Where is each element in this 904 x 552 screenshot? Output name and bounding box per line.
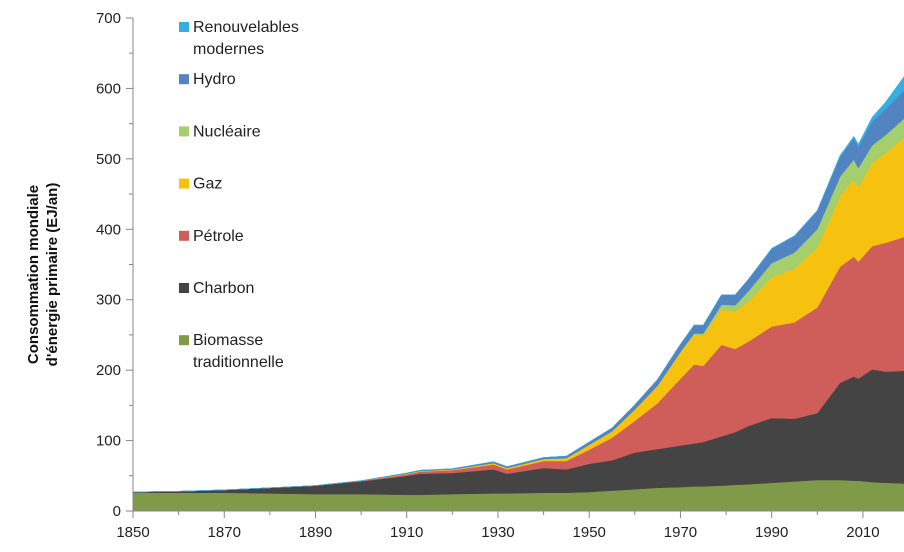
y-tick-label: 200 bbox=[96, 362, 121, 379]
x-tick-label: 1930 bbox=[481, 524, 514, 541]
y-tick-label: 0 bbox=[113, 503, 121, 520]
legend-swatch bbox=[179, 126, 189, 137]
y-axis-label: Consommation mondiale d'énergie primaire … bbox=[25, 183, 61, 367]
legend-label: Gaz bbox=[193, 176, 222, 193]
x-tick-label: 2010 bbox=[846, 524, 879, 541]
legend-label: Biomasse bbox=[193, 332, 263, 349]
legend-label: Hydro bbox=[193, 71, 236, 88]
legend-swatch bbox=[179, 230, 189, 241]
x-tick-label: 1910 bbox=[390, 524, 423, 541]
legend-swatch bbox=[179, 335, 189, 346]
legend-swatch bbox=[179, 178, 189, 189]
legend-swatch bbox=[179, 283, 189, 293]
legend-label: Nucléaire bbox=[193, 123, 261, 140]
legend-label: Pétrole bbox=[193, 228, 244, 245]
legend-label: Renouvelables bbox=[193, 19, 299, 36]
x-tick-label: 1890 bbox=[299, 524, 332, 541]
legend-label: Charbon bbox=[193, 280, 254, 297]
x-tick-label: 1870 bbox=[208, 524, 241, 541]
legend-label: traditionnelle bbox=[193, 354, 284, 371]
y-tick-label: 100 bbox=[96, 433, 121, 450]
y-axis: 0 100 200 300 400 500 600 700 bbox=[96, 10, 134, 520]
stacked-areas bbox=[132, 76, 904, 512]
x-tick-label: 1990 bbox=[755, 524, 788, 541]
x-tick-label: 1850 bbox=[116, 524, 149, 541]
x-tick-label: 1970 bbox=[664, 524, 697, 541]
x-axis: 1850 1870 1890 1910 1930 1950 1970 1990 2010 bbox=[116, 510, 904, 541]
x-tick-label: 1950 bbox=[573, 524, 606, 541]
y-tick-label: 600 bbox=[96, 80, 121, 97]
y-tick-label: 700 bbox=[96, 10, 121, 27]
y-tick-label: 300 bbox=[96, 292, 121, 309]
area-renouvelables-modernes bbox=[132, 76, 904, 493]
legend-swatch bbox=[179, 74, 189, 85]
legend: Renouvelables modernes Hydro Nucléaire Gaz Pé… bbox=[179, 19, 299, 371]
legend-label: modernes bbox=[193, 41, 264, 58]
y-axis-label-line: d'énergie primaire (EJ/an) bbox=[44, 183, 61, 367]
legend-swatch bbox=[179, 22, 189, 32]
y-tick-label: 500 bbox=[96, 151, 121, 168]
y-axis-label-line: Consommation mondiale bbox=[25, 185, 42, 364]
y-tick-label: 400 bbox=[96, 221, 121, 238]
